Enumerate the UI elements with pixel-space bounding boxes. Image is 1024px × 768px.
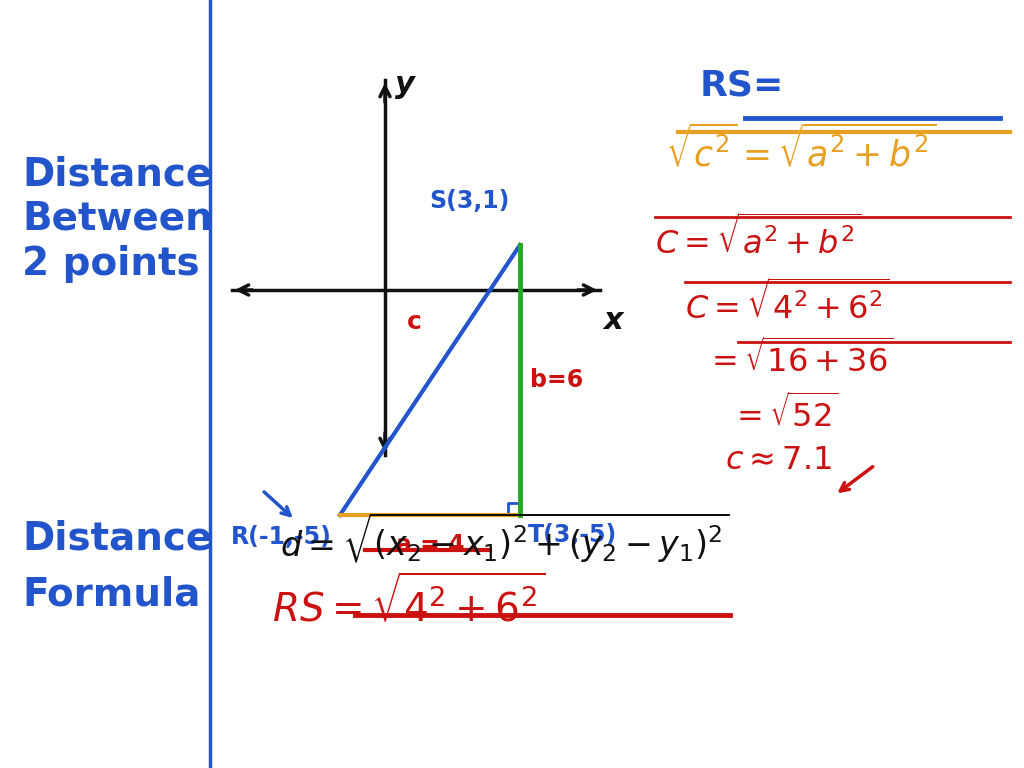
Text: 2 points: 2 points [22,245,200,283]
Text: RS=: RS= [700,68,784,102]
Text: T(3,-5): T(3,-5) [528,523,617,547]
Text: $=\sqrt{52}$: $=\sqrt{52}$ [730,395,839,435]
Text: b=6: b=6 [530,368,584,392]
Text: $c \approx 7.1$: $c \approx 7.1$ [725,445,831,476]
Text: x: x [603,306,623,335]
Text: y: y [395,70,415,99]
Text: Between: Between [22,200,213,238]
Text: c: c [407,310,422,334]
Text: S(3,1): S(3,1) [430,189,510,213]
Text: R(-1,-5): R(-1,-5) [231,525,332,549]
Text: Formula: Formula [22,575,201,613]
Text: Distance: Distance [22,155,212,193]
Text: $C=\sqrt{a^2+b^2}$: $C=\sqrt{a^2+b^2}$ [655,215,862,261]
Text: a = 4: a = 4 [395,533,464,557]
Text: $RS=\sqrt{4^2+6^2}$: $RS=\sqrt{4^2+6^2}$ [272,575,545,630]
Text: $\sqrt{c^2}=\sqrt{a^2+b^2}$: $\sqrt{c^2}=\sqrt{a^2+b^2}$ [665,125,936,174]
Text: Distance: Distance [22,520,212,558]
Text: $d=\sqrt{(x_2-x_1)^2+(y_2-y_1)^2}$: $d=\sqrt{(x_2-x_1)^2+(y_2-y_1)^2}$ [280,510,729,564]
Text: $C=\sqrt{4^2+6^2}$: $C=\sqrt{4^2+6^2}$ [685,280,890,326]
Text: $=\sqrt{16+36}$: $=\sqrt{16+36}$ [705,340,894,380]
